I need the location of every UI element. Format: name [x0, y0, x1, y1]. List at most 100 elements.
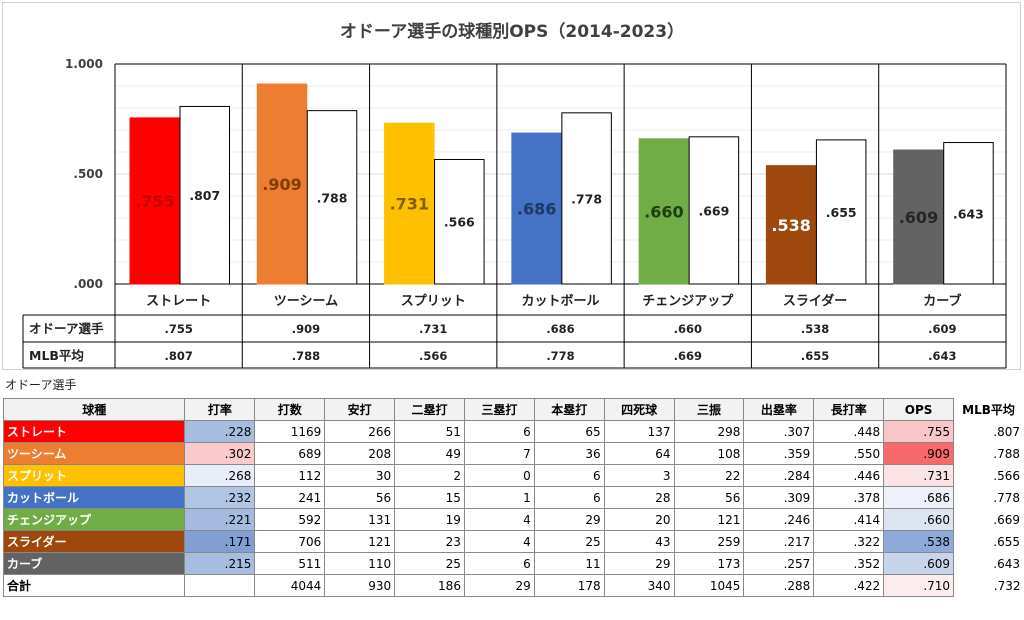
data-label-player: .538	[771, 216, 810, 235]
data-label-player: .609	[899, 208, 938, 227]
table-cell-player: .660	[674, 322, 702, 336]
table-row: スライダー .171 706 121 23 4 25 43 259.217.322.538.65…	[2, 530, 1024, 553]
table-cell: .414	[813, 508, 885, 531]
table-cell: .710	[883, 574, 955, 597]
category-label: スライダー	[783, 293, 847, 309]
pitch-name-cell: 合計	[2, 574, 186, 597]
column-header: MLB平均	[953, 398, 1024, 421]
table-cell: 259	[673, 530, 745, 553]
bar-mlb-avg	[306, 110, 358, 285]
table-row-label-player: オドーア選手	[29, 321, 104, 336]
table-cell-mlb-avg: .566	[419, 349, 447, 363]
table-cell: 108	[673, 442, 745, 465]
bar-player	[384, 122, 435, 285]
pitch-name-cell: ツーシーム	[2, 442, 186, 465]
table-cell: .228	[184, 420, 256, 443]
table-cell: .609	[883, 552, 955, 575]
y-tick-label: 1.000	[65, 57, 103, 71]
table-cell: 4	[463, 508, 535, 531]
data-label-player: .731	[390, 195, 429, 214]
y-tick-label: .000	[73, 277, 103, 291]
table-cell: 1169	[254, 420, 326, 443]
category-label: ツーシーム	[274, 294, 338, 309]
table-cell: 20	[603, 508, 675, 531]
bar-mlb-avg	[561, 112, 612, 285]
column-header: 二塁打	[394, 398, 465, 421]
data-label-mlb-avg: .669	[698, 203, 729, 218]
bar-player	[893, 149, 944, 285]
table-cell: .669	[953, 508, 1024, 531]
table-cell-player: .686	[546, 322, 574, 336]
chart-title: オドーア選手の球種別OPS（2014-2023）	[340, 21, 684, 42]
table-cell: 511	[254, 552, 326, 575]
table-cell: 0	[463, 464, 535, 487]
pitch-name-cell: カーブ	[2, 552, 186, 575]
table-cell: 29	[603, 552, 675, 575]
table-cell: 4	[463, 530, 535, 553]
table-cell: .732	[953, 574, 1024, 597]
table-cell: 56	[673, 486, 745, 509]
table-cell-player: .755	[164, 322, 192, 336]
table-cell: 6	[533, 464, 605, 487]
column-header: OPS	[883, 398, 955, 421]
table-cell: 6	[533, 486, 605, 509]
table-cell: .246	[743, 508, 815, 531]
data-label-mlb-avg: .807	[189, 188, 220, 203]
table-cell: 7	[463, 442, 535, 465]
table-cell: 56	[324, 486, 396, 509]
table-cell: 208	[324, 442, 396, 465]
table-cell: 6	[463, 420, 535, 443]
category-label: カットボール	[521, 293, 599, 309]
section-label: オドーア選手	[5, 378, 77, 392]
data-label-mlb-avg: .778	[571, 191, 602, 206]
table-cell: .268	[184, 464, 256, 487]
table-cell: 121	[324, 530, 396, 553]
bar-player	[129, 117, 180, 285]
table-cell: 689	[254, 442, 326, 465]
table-cell: 112	[254, 464, 326, 487]
ops-bar-chart: オドーア選手の球種別OPS（2014-2023） .000 .500 1.000 .7…	[22, 21, 1007, 369]
table-cell: 28	[603, 486, 675, 509]
table-cell: .909	[883, 442, 955, 465]
table-cell: 30	[324, 464, 396, 487]
table-row-label-mlb-avg: MLB平均	[29, 348, 84, 363]
table-cell: .422	[813, 574, 885, 597]
table-cell: .655	[953, 530, 1024, 553]
data-label-mlb-avg: .788	[317, 190, 348, 205]
table-cell: .359	[743, 442, 815, 465]
table-cell: 29	[463, 574, 535, 597]
table-cell-mlb-avg: .669	[674, 349, 702, 363]
bar-player	[511, 132, 562, 285]
bar-player	[765, 165, 817, 285]
bar-mlb-avg	[434, 158, 485, 285]
table-cell: .217	[743, 530, 815, 553]
table-cell: .448	[813, 420, 885, 443]
table-cell: 592	[254, 508, 326, 531]
pitch-stats-table: 球種 打率 打数 安打 二塁打 三塁打 本塁打 四死球 三振 出塁率 長打率 OPS MLB平均 ストレ…	[2, 398, 1024, 597]
pitch-name-cell: ストレート	[2, 420, 186, 443]
table-cell: .284	[743, 464, 815, 487]
table-cell: 15	[394, 486, 465, 509]
table-cell: .232	[184, 486, 256, 509]
table-cell: .322	[813, 530, 885, 553]
table-row: チェンジアップ .221 592 131 19 4 29 20 121.246.414.660.…	[2, 508, 1024, 531]
data-label-mlb-avg: .566	[444, 215, 475, 230]
table-cell: 131	[324, 508, 396, 531]
table-cell-mlb-avg: .778	[546, 349, 574, 363]
table-cell: .307	[743, 420, 815, 443]
table-cell: 19	[394, 508, 465, 531]
table-cell: 11	[533, 552, 605, 575]
table-cell: 23	[394, 530, 465, 553]
table-cell: .731	[883, 464, 955, 487]
category-label: カーブ	[923, 293, 961, 309]
bar-mlb-avg	[688, 136, 740, 285]
table-cell-player: .909	[292, 322, 320, 336]
pitch-name-cell: チェンジアップ	[2, 508, 186, 531]
data-label-player: .755	[135, 192, 174, 211]
table-cell: 25	[394, 552, 465, 575]
table-row: カーブ .215 511 110 25 6 11 29 173.257.352.609.643	[2, 552, 1024, 575]
column-header: 本塁打	[533, 398, 605, 421]
table-cell: .302	[184, 442, 256, 465]
table-cell-mlb-avg: .655	[801, 349, 829, 363]
y-tick-label: .500	[73, 167, 103, 181]
